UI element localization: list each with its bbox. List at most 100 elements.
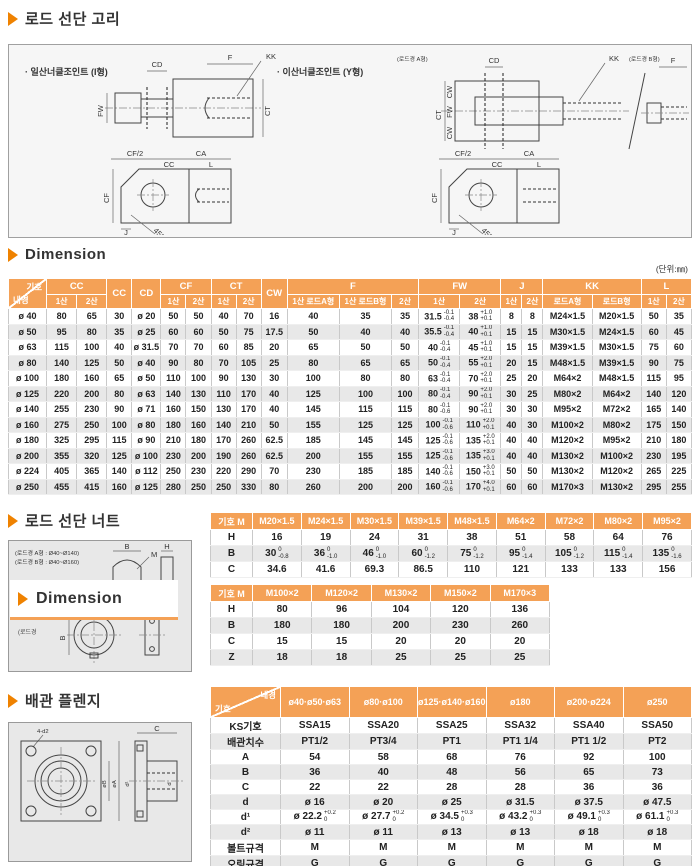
table-cell: 140 xyxy=(106,463,133,480)
table-cell: ø 80 xyxy=(131,416,162,433)
pipe-flange-diagram-box: 4-d2 øB øA C d¹ d xyxy=(8,722,192,862)
table-cell: 50 xyxy=(106,354,133,371)
dim-f-b: F xyxy=(671,56,676,65)
table-cell: 135 0 -1.6 xyxy=(642,545,692,562)
table-cell: ø80·ø100 xyxy=(348,686,418,718)
table-cell: 50 xyxy=(160,308,187,325)
table-cell: 80 xyxy=(251,601,313,618)
table-row: d² ø 11 ø 11 ø 13 ø 13 ø 18 ø 18 xyxy=(210,824,692,840)
table-cell: 2산 xyxy=(459,294,502,309)
table-cell: 105 xyxy=(235,354,262,371)
table-cell: 200 xyxy=(286,447,340,464)
table-cell: 58 xyxy=(348,749,418,765)
table-cell: 40 xyxy=(338,323,393,340)
table-cell: 105 0 -1.2 xyxy=(544,545,595,562)
table-cell: 220 xyxy=(210,463,237,480)
table-cell: 40 xyxy=(106,339,133,356)
table-cell: 40 xyxy=(348,764,418,780)
table-cell: 69.3 xyxy=(349,561,400,578)
table-cell: ø 31.5 xyxy=(131,339,162,356)
table-cell: 76 xyxy=(485,749,555,765)
rod-a-note: (로드경 A형) xyxy=(397,56,428,63)
table-cell: M20×1.5 xyxy=(591,308,642,325)
table-cell: 62.5 xyxy=(260,447,288,464)
table-cell: 110 xyxy=(160,370,187,387)
table-cell: 로드A형 xyxy=(542,294,593,309)
table-cell: 230 xyxy=(160,447,187,464)
table-cell: 140 xyxy=(210,416,237,433)
section-arrow-icon xyxy=(8,247,18,262)
table-cell: 210 xyxy=(160,432,187,449)
table-cell: ø 125 xyxy=(7,385,48,402)
table-cell: 80 xyxy=(46,308,78,325)
table-cell: 50 xyxy=(521,463,544,480)
table-cell: 25 xyxy=(370,649,432,666)
table-cell: ø 13 xyxy=(485,824,555,840)
table-cell: G xyxy=(622,855,692,866)
dim-ca-y: CA xyxy=(524,149,534,158)
table-cell: CC xyxy=(46,278,108,295)
table-cell: G xyxy=(280,855,350,866)
table-cell: 1산 xyxy=(160,294,187,309)
table-cell: M20×1.5 xyxy=(252,512,302,530)
table-cell: 65 xyxy=(106,370,133,387)
table-cell: 260 xyxy=(489,617,551,634)
table-cell: 100 xyxy=(286,370,340,387)
table-cell: 50 xyxy=(185,308,212,325)
table-cell: M80×2 xyxy=(593,512,644,530)
table-cell: M80×2 xyxy=(591,416,642,433)
table-cell: 90 xyxy=(160,354,187,371)
flange-dim-c: C xyxy=(154,724,160,733)
dim-cd-y: CD xyxy=(489,56,500,65)
flange-dim-oa: øA xyxy=(112,780,118,788)
table-cell: 50 xyxy=(391,339,420,356)
table-cell: 40 +1.0 +0.1 xyxy=(459,323,502,340)
table-cell: 40 xyxy=(260,401,288,418)
table-cell: 30 0 -0.8 xyxy=(252,545,302,562)
table-cell: 121 xyxy=(495,561,546,578)
table-cell: ø250 xyxy=(622,686,692,718)
table-cell: 250 xyxy=(185,478,212,495)
table-cell: 85 xyxy=(235,339,262,356)
table-cell: 280 xyxy=(160,478,187,495)
table-row: ø 140 255 230 90 ø 71 160 150 130 170 40 145 115 115… xyxy=(7,401,693,418)
table-cell: 70 xyxy=(210,354,237,371)
table-cell: SSA25 xyxy=(417,717,487,734)
table-cell: 170 xyxy=(210,432,237,449)
table-cell: ø 16 xyxy=(280,794,350,810)
table-cell: ø 140 xyxy=(7,401,48,418)
table-cell: 36 xyxy=(280,764,350,780)
table-cell: PT1 1/2 xyxy=(554,733,624,750)
table-cell: 48 xyxy=(417,764,487,780)
table-cell: PT3/4 xyxy=(348,733,418,750)
table-cell: 145 xyxy=(391,432,420,449)
dim-kk: KK xyxy=(266,52,276,61)
unit-note: (단위:㎜) xyxy=(655,264,688,274)
table-cell: 140 xyxy=(640,385,667,402)
table-cell: 150 xyxy=(185,401,212,418)
table-cell: 125 xyxy=(106,447,133,464)
table-cell: 40 xyxy=(500,432,523,449)
table-cell: M xyxy=(485,839,555,856)
table-cell: 58 xyxy=(544,529,595,546)
table-cell: ø 25 xyxy=(417,794,487,810)
table-cell: 135 +3.0 +0.1 xyxy=(459,447,502,464)
table-cell: M xyxy=(348,839,418,856)
table-cell: M64×2 xyxy=(591,385,642,402)
table-row: ø 250 455 415 160 ø 125 280 250 250 330 80 260 200 2… xyxy=(7,478,693,495)
table-cell: ø 180 xyxy=(7,432,48,449)
section-header-dimension: Dimension xyxy=(8,246,106,263)
table-cell: M100×2 xyxy=(251,584,313,602)
table-cell: 405 xyxy=(46,463,78,480)
table-cell: 230 xyxy=(185,463,212,480)
flange-dim-4d2: 4-d2 xyxy=(37,729,49,735)
partial-text: (로드경 xyxy=(18,630,37,636)
table-cell: 70 +2.0 +0.1 xyxy=(459,370,502,387)
table-cell: 330 xyxy=(235,478,262,495)
table-cell: 230 xyxy=(640,447,667,464)
table-row: ø 180 325 295 115 ø 90 210 180 170 260 62.5 185 145… xyxy=(7,432,693,449)
table-cell: G xyxy=(485,855,555,866)
dim-cw-y1: CW xyxy=(445,85,454,98)
table-cell: 36 0 -1.0 xyxy=(300,545,351,562)
